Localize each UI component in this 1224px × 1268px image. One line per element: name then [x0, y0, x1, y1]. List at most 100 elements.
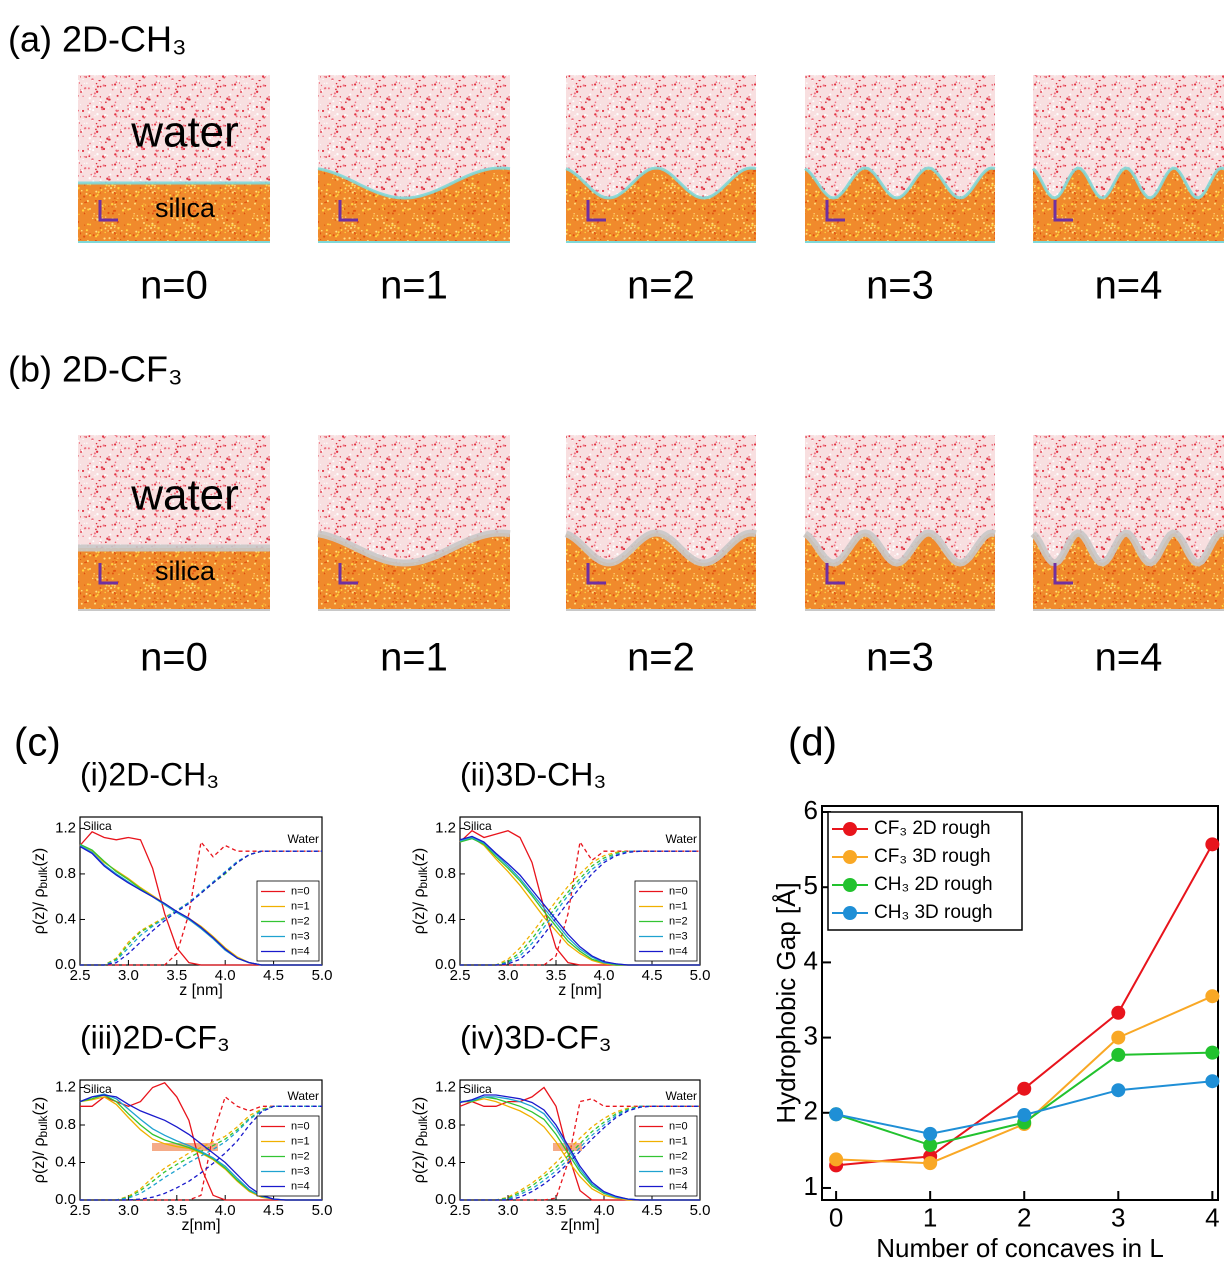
snapshot-label: n=0	[140, 636, 208, 680]
legend-label: n=1	[669, 900, 688, 912]
silica-region	[318, 168, 510, 242]
y-axis-label: ρ(z)/ ρbulk(z)	[31, 848, 50, 934]
x-tick-label: 2.5	[450, 1202, 471, 1219]
silica-density-line	[79, 846, 322, 966]
legend-box	[827, 811, 1023, 931]
water-annotation: Water	[287, 1089, 319, 1103]
point	[1111, 1030, 1126, 1045]
point	[1205, 1045, 1220, 1060]
x-tick-label: 5.0	[690, 1202, 711, 1219]
axis-icon	[338, 563, 358, 585]
x-tick-label: 4.0	[215, 1202, 236, 1219]
series-line	[835, 1051, 1213, 1147]
y-tick-label: 2	[804, 1096, 818, 1126]
x-tick-label: 3.5	[166, 1202, 187, 1219]
y-tick-label: 1.2	[55, 1078, 76, 1095]
series-line	[836, 995, 1213, 1165]
axis-icon	[98, 200, 118, 222]
x-tick-label: 1	[923, 1202, 937, 1232]
gap-highlight	[152, 1143, 218, 1151]
x-tick-label: 3.0	[118, 1202, 139, 1219]
point	[923, 1126, 938, 1141]
axis-icon	[1053, 200, 1073, 222]
legend-label: n=1	[291, 900, 310, 912]
snapshot-label: n=4	[1095, 264, 1163, 308]
legend-marker	[843, 906, 857, 920]
y-axis-label-part: (z)	[411, 848, 428, 867]
interface	[1030, 529, 1224, 567]
y-tick-label: 0.0	[55, 1191, 76, 1208]
y-tick-label: 1.2	[55, 819, 76, 836]
x-tick-label: 0	[829, 1202, 843, 1232]
panel-label: (d)	[788, 721, 837, 765]
legend-label: n=2	[291, 1150, 310, 1162]
x-axis-label: z[nm]	[560, 1217, 599, 1234]
y-axis-label-part: bulk	[416, 865, 430, 888]
legend-label: n=2	[291, 915, 310, 927]
chart-title: (i)2D-CH₃	[80, 756, 219, 792]
panel-label: (b) 2D-CF₃	[8, 349, 183, 390]
y-tick-label: 1	[804, 1171, 818, 1201]
x-tick-label: 5.0	[312, 1202, 333, 1219]
point	[1017, 1108, 1032, 1123]
y-axis-label-part: ρ(z)/ ρ	[31, 888, 48, 934]
water-annotation: Water	[287, 832, 319, 846]
x-tick-label: 3.0	[498, 967, 519, 984]
silica-region	[805, 168, 995, 242]
chart-title: (iv)3D-CF₃	[460, 1019, 612, 1055]
x-tick-label: 4.0	[215, 967, 236, 984]
legend-label: n=3	[291, 930, 310, 942]
y-tick-label: 0.8	[435, 1116, 456, 1133]
snapshot-label: n=4	[1095, 636, 1163, 680]
panel-label: (a) 2D-CH₃	[8, 19, 187, 60]
x-tick-label: 5.0	[690, 967, 711, 984]
y-axis-label-part: ρ(z)/ ρ	[411, 888, 428, 934]
y-tick-label: 0.0	[435, 956, 456, 973]
legend-marker	[843, 850, 857, 864]
x-tick-label: 2	[1017, 1202, 1031, 1232]
water-density-line	[460, 1105, 700, 1201]
x-tick-label: 2.5	[70, 967, 91, 984]
point	[829, 1152, 844, 1167]
point	[1205, 989, 1220, 1004]
silica-region	[566, 533, 756, 610]
x-tick-label: 3.5	[546, 967, 567, 984]
legend-label: n=4	[291, 945, 310, 957]
legend-label: n=1	[669, 1135, 688, 1147]
interface	[564, 529, 757, 567]
y-axis-label-part: bulk	[36, 1114, 50, 1137]
silica-density-line	[459, 1094, 700, 1201]
y-tick-label: 0.4	[435, 1153, 456, 1170]
panel-label: (c)	[14, 721, 61, 765]
silica-annotation: Silica	[463, 1082, 492, 1096]
water-annotation: Water	[665, 832, 697, 846]
y-axis-label-part: bulk	[416, 1114, 430, 1137]
x-tick-label: 4.5	[263, 1202, 284, 1219]
x-tick-label: 3	[1111, 1202, 1125, 1232]
y-tick-label: 3	[804, 1020, 818, 1050]
y-tick-label: 0.8	[55, 1116, 76, 1133]
x-tick-label: 4	[1205, 1202, 1219, 1232]
plot-frame	[79, 1079, 323, 1201]
point	[1205, 1074, 1220, 1089]
interface	[803, 529, 996, 567]
axis-icon	[1053, 563, 1073, 585]
point	[1205, 837, 1220, 852]
snapshot-label: n=3	[866, 636, 934, 680]
y-tick-label: 0.4	[435, 910, 456, 927]
legend-label: n=3	[669, 1165, 688, 1177]
y-axis-label: ρ(z)/ ρbulk(z)	[411, 848, 430, 934]
legend-label: n=0	[291, 885, 310, 897]
x-tick-label: 4.5	[642, 1202, 663, 1219]
y-tick-label: 5	[804, 870, 818, 900]
snapshot-label: n=3	[866, 264, 934, 308]
y-tick-label: 4	[804, 945, 818, 975]
legend-label: CH₃ 3D rough	[874, 902, 993, 923]
water-density-line	[80, 1095, 322, 1201]
water-density-line	[80, 1105, 322, 1201]
point	[1111, 1005, 1126, 1020]
legend-label: CF₃ 2D rough	[874, 818, 991, 839]
plot-frame	[459, 1079, 701, 1201]
point	[1017, 1081, 1032, 1096]
y-axis-label-part: bulk	[36, 865, 50, 888]
